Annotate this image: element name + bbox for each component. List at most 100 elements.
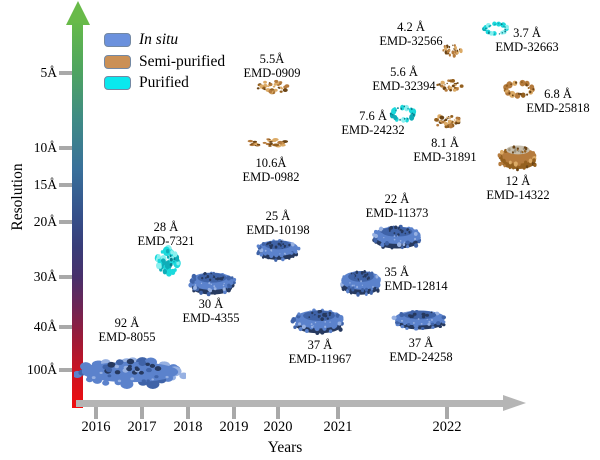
point-label: 22 Å EMD-11373	[366, 192, 429, 220]
point-resolution: 3.7 Å	[513, 26, 541, 40]
legend-label: Purified	[139, 73, 189, 91]
legend-item-in-situ: In situ	[104, 30, 179, 48]
point-resolution: 37 Å	[408, 336, 434, 350]
legend-item-semi-purified: Semi-purified	[104, 52, 226, 70]
point-emd-id: EMD-32663	[495, 40, 559, 54]
legend-swatch-semi-purified	[104, 54, 131, 69]
structure-rendering-semi-purified-icon	[427, 109, 468, 138]
x-tick-mark	[232, 407, 236, 419]
x-tick-mark	[140, 407, 144, 419]
structure-rendering-semi-purified-icon	[250, 75, 296, 103]
legend-label: Semi-purified	[139, 52, 226, 70]
y-axis-gradient-bar	[72, 23, 83, 408]
structure-rendering-in-situ-icon	[338, 259, 384, 304]
point-resolution: 6.8 Å	[544, 87, 572, 101]
x-tick-mark	[336, 407, 340, 419]
point-label: 25 Å EMD-10198	[246, 209, 309, 237]
y-tick-mark	[59, 368, 72, 372]
point-emd-id: EMD-14322	[486, 188, 550, 202]
point-label: 8.1 Å EMD-31891	[413, 136, 476, 164]
structure-rendering-in-situ-icon	[186, 261, 238, 303]
point-emd-id: EMD-0909	[243, 66, 301, 80]
x-axis-tick-label: 2022	[432, 419, 462, 435]
legend-swatch-in-situ	[104, 32, 131, 47]
point-resolution: 28 Å	[153, 220, 179, 234]
point-resolution: 30 Å	[198, 297, 224, 311]
point-label: 7.6 Å EMD-24232	[341, 109, 404, 137]
point-label: 35 Å EMD-12814	[384, 265, 447, 293]
point-emd-id: EMD-11967	[288, 352, 352, 366]
structure-rendering-semi-purified-icon	[499, 74, 540, 108]
point-emd-id: EMD-10198	[246, 223, 310, 237]
point-label: 92 Å EMD-8055	[99, 316, 156, 344]
y-tick-mark	[59, 183, 72, 187]
point-emd-id: EMD-8055	[98, 330, 156, 344]
point-emd-id: EMD-11373	[365, 206, 429, 220]
point-resolution: 5.5Å	[259, 52, 285, 66]
point-resolution: 22 Å	[384, 192, 410, 206]
structure-rendering-semi-purified-icon	[238, 134, 296, 157]
point-resolution: 5.6 Å	[390, 65, 418, 79]
point-emd-id: EMD-12814	[384, 279, 448, 293]
structure-rendering-purified-icon	[479, 18, 514, 45]
point-label: 3.7 Å EMD-32663	[495, 26, 558, 54]
x-axis-tick-label: 2021	[323, 419, 353, 435]
point-emd-id: EMD-24258	[389, 350, 453, 364]
structure-rendering-in-situ-icon	[370, 215, 425, 257]
point-emd-id: EMD-32394	[372, 79, 436, 93]
point-resolution: 7.6 Å	[359, 109, 387, 123]
y-axis-tick-label: 5Å	[40, 65, 58, 80]
y-axis-arrowhead-icon	[66, 1, 90, 25]
point-label: 37 Å EMD-24258	[389, 336, 452, 364]
x-axis-tick-label: 2018	[173, 419, 203, 435]
point-label: 4.2 Å EMD-32566	[379, 20, 442, 48]
structure-rendering-purified-icon	[386, 100, 420, 133]
structure-rendering-in-situ-icon	[290, 298, 348, 342]
x-axis-bar	[76, 400, 504, 407]
point-label: 37 Å EMD-11967	[289, 338, 352, 366]
x-tick-mark	[276, 407, 280, 419]
legend-item-purified: Purified	[104, 73, 189, 91]
x-tick-mark	[445, 407, 449, 419]
point-emd-id: EMD-31891	[413, 150, 477, 164]
point-label: 5.5Å EMD-0909	[244, 52, 301, 80]
point-label: 30 Å EMD-4355	[183, 297, 240, 325]
x-axis-tick-label: 2019	[219, 419, 249, 435]
point-resolution: 10.6Å	[255, 156, 287, 170]
y-axis-tick-label: 20Å	[33, 214, 57, 229]
y-axis-tick-label: 15Å	[33, 177, 57, 192]
point-label: 5.6 Å EMD-32394	[372, 65, 435, 93]
y-axis-tick-label: 30Å	[33, 269, 57, 284]
structure-rendering-purified-icon	[147, 244, 189, 284]
y-tick-mark	[59, 275, 72, 279]
x-tick-mark	[94, 407, 98, 419]
structure-rendering-in-situ-icon	[72, 343, 189, 402]
y-tick-mark	[59, 325, 72, 329]
point-resolution: 8.1 Å	[431, 136, 459, 150]
y-axis-tick-label: 10Å	[33, 140, 57, 155]
point-emd-id: EMD-4355	[182, 311, 240, 325]
x-tick-mark	[186, 407, 190, 419]
structure-rendering-in-situ-icon	[255, 230, 302, 268]
legend-label: In situ	[139, 30, 179, 48]
point-label: 28 Å EMD-7321	[138, 220, 195, 248]
x-axis-tick-label: 2017	[127, 419, 157, 435]
y-axis-tick-label: 40Å	[33, 319, 57, 334]
point-emd-id: EMD-32566	[379, 34, 443, 48]
structure-rendering-semi-purified-icon	[431, 75, 469, 102]
legend-swatch-purified	[104, 75, 131, 90]
point-resolution: 92 Å	[114, 316, 140, 330]
structure-rendering-in-situ-icon	[391, 301, 449, 338]
point-emd-id: EMD-24232	[341, 123, 405, 137]
point-resolution: 35 Å	[384, 265, 410, 279]
x-axis-title: Years	[267, 439, 303, 456]
point-label: 10.6Å EMD-0982	[243, 156, 300, 184]
point-label: 6.8 Å EMD-25818	[526, 87, 589, 115]
y-axis-tick-label: 100Å	[27, 362, 57, 377]
structure-rendering-semi-purified-icon	[495, 135, 542, 178]
point-emd-id: EMD-25818	[526, 101, 590, 115]
y-tick-mark	[59, 220, 72, 224]
point-emd-id: EMD-7321	[137, 234, 195, 248]
point-resolution: 4.2 Å	[397, 20, 425, 34]
